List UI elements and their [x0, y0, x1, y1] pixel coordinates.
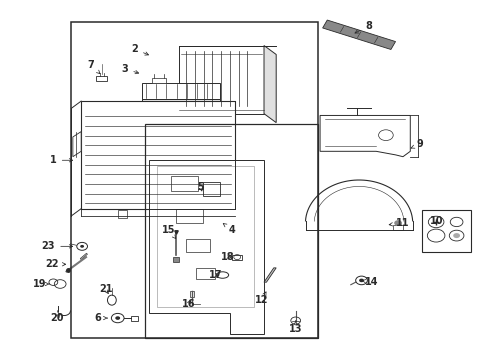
Text: 18: 18 — [220, 252, 234, 262]
Polygon shape — [96, 76, 107, 81]
Text: 11: 11 — [388, 218, 409, 228]
Text: 14: 14 — [361, 277, 377, 287]
Polygon shape — [131, 316, 138, 320]
Bar — [185, 239, 210, 252]
Text: 10: 10 — [429, 216, 443, 226]
Polygon shape — [190, 291, 194, 297]
Text: 21: 21 — [99, 284, 112, 294]
Text: 5: 5 — [197, 182, 203, 192]
Bar — [71, 22, 317, 338]
Text: 15: 15 — [162, 225, 175, 239]
Text: 17: 17 — [208, 270, 222, 280]
Polygon shape — [118, 211, 127, 218]
Text: 22: 22 — [45, 259, 65, 269]
Polygon shape — [80, 253, 87, 260]
Circle shape — [115, 316, 120, 320]
Text: 16: 16 — [182, 299, 195, 309]
Polygon shape — [264, 45, 276, 123]
Polygon shape — [152, 78, 166, 83]
Polygon shape — [173, 257, 179, 262]
Bar — [195, 268, 215, 279]
Polygon shape — [322, 20, 395, 49]
Circle shape — [393, 220, 401, 226]
Bar — [176, 209, 203, 223]
Text: 19: 19 — [33, 279, 49, 289]
Text: 12: 12 — [254, 292, 268, 305]
Polygon shape — [178, 45, 264, 114]
Circle shape — [452, 233, 459, 238]
Text: 8: 8 — [354, 21, 371, 33]
Circle shape — [80, 245, 84, 248]
Polygon shape — [232, 255, 242, 260]
Polygon shape — [142, 99, 220, 105]
Text: 7: 7 — [87, 60, 100, 74]
Text: 2: 2 — [131, 44, 148, 55]
Text: 23: 23 — [41, 241, 73, 251]
Text: 4: 4 — [223, 224, 235, 235]
Bar — [144, 125, 317, 338]
Bar — [422, 211, 470, 252]
Text: 3: 3 — [122, 64, 139, 74]
Circle shape — [358, 279, 363, 282]
Text: 1: 1 — [50, 155, 73, 165]
Polygon shape — [392, 225, 402, 230]
Polygon shape — [157, 166, 254, 307]
Text: 13: 13 — [288, 321, 302, 334]
Text: 9: 9 — [410, 139, 423, 149]
Bar — [171, 176, 198, 191]
Polygon shape — [142, 83, 220, 99]
Polygon shape — [81, 101, 234, 209]
Text: 6: 6 — [95, 313, 107, 323]
Polygon shape — [203, 182, 220, 196]
Polygon shape — [149, 160, 264, 334]
Polygon shape — [264, 268, 276, 282]
Polygon shape — [320, 116, 409, 157]
Polygon shape — [73, 132, 81, 157]
Text: 20: 20 — [50, 313, 63, 323]
